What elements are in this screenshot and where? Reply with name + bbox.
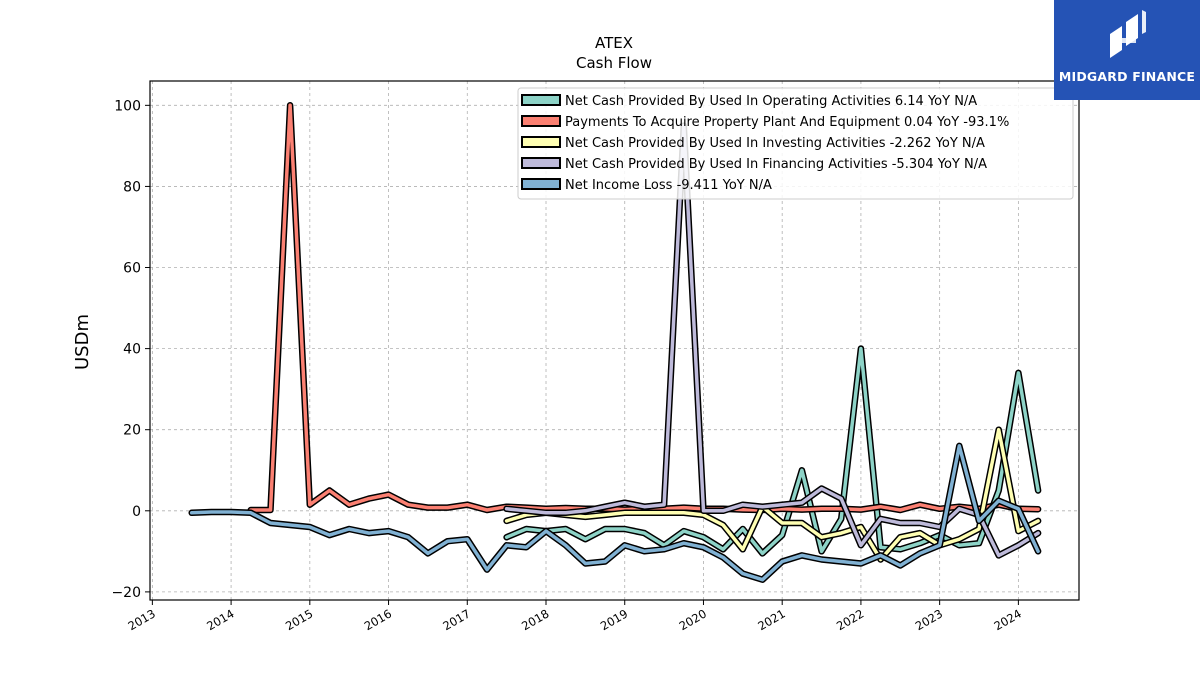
legend-swatch-5	[521, 178, 561, 190]
series-line-5	[189, 444, 1040, 582]
series-line-4	[504, 123, 1040, 558]
logo-mark-icon	[1110, 10, 1146, 58]
midgard-finance-logo: MIDGARD FINANCE	[1054, 0, 1200, 100]
legend-swatch-3	[521, 136, 561, 148]
legend-label-4: Net Cash Provided By Used In Financing A…	[565, 157, 987, 172]
legend-swatch-4	[521, 157, 561, 169]
chart-title: ATEX	[595, 34, 633, 52]
legend-label-3: Net Cash Provided By Used In Investing A…	[565, 136, 985, 151]
logo-text: MIDGARD FINANCE	[1058, 69, 1196, 84]
legend-swatch-1	[521, 94, 561, 106]
series-line-3	[504, 427, 1040, 562]
y-axis-label: USDm	[72, 314, 93, 370]
chart-subtitle: Cash Flow	[576, 54, 652, 72]
y-tick-label: 60	[123, 261, 141, 277]
legend-label-5: Net Income Loss -9.411 YoY N/A	[565, 178, 772, 193]
y-tick-label: 0	[132, 504, 141, 520]
y-tick-label: 40	[123, 342, 141, 358]
y-tick-label: 100	[114, 98, 141, 114]
y-tick-label: −20	[111, 585, 141, 601]
plot-frame	[149, 80, 1080, 601]
series-layer	[188, 102, 1042, 583]
legend-label-1: Net Cash Provided By Used In Operating A…	[565, 94, 977, 109]
y-tick-label: 80	[123, 179, 141, 195]
y-tick-label: 20	[123, 423, 141, 439]
legend-swatch-2	[521, 115, 561, 127]
legend-box	[517, 87, 1074, 200]
legend-label-2: Payments To Acquire Property Plant And E…	[565, 115, 1009, 130]
legend: Net Cash Provided By Used In Operating A…	[517, 87, 1074, 200]
